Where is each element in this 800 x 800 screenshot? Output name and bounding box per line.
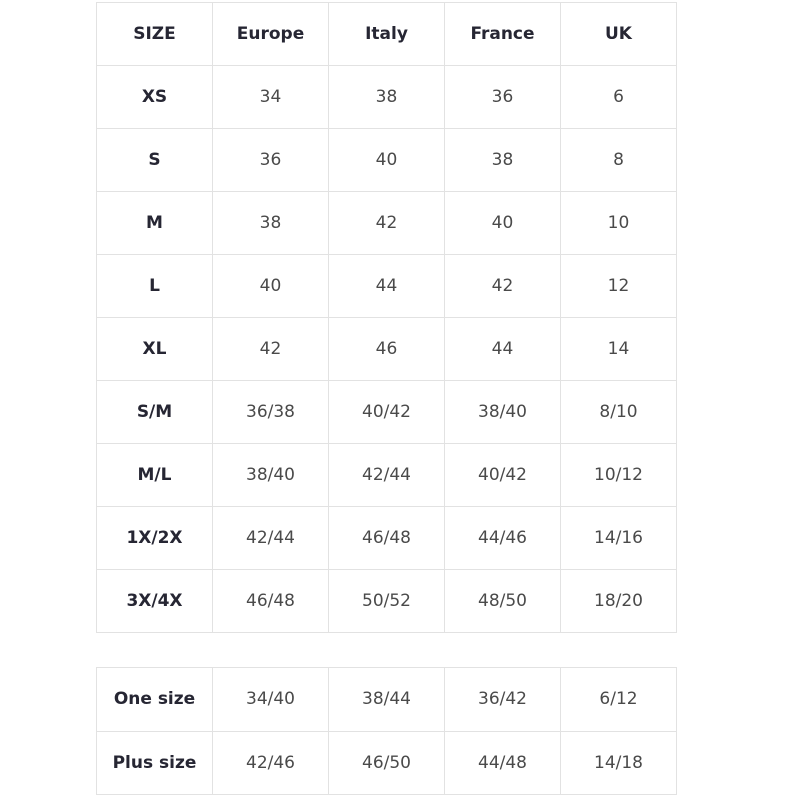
size-value-cell: 38	[328, 65, 445, 129]
table-row: M 38 42 40 10	[96, 191, 677, 255]
size-value-cell: 40/42	[444, 443, 561, 507]
size-label-cell: L	[96, 254, 213, 318]
size-value-cell: 40	[328, 128, 445, 192]
table-row: 3X/4X 46/48 50/52 48/50 18/20	[96, 569, 677, 633]
size-value-cell: 48/50	[444, 569, 561, 633]
size-value-cell: 8/10	[560, 380, 677, 444]
size-value-cell: 34/40	[212, 667, 329, 732]
header-cell: SIZE	[96, 2, 213, 66]
size-value-cell: 46/48	[328, 506, 445, 570]
size-value-cell: 14/18	[560, 730, 677, 795]
size-value-cell: 38	[212, 191, 329, 255]
size-label-cell: M/L	[96, 443, 213, 507]
size-label-cell: 1X/2X	[96, 506, 213, 570]
size-label-cell: S/M	[96, 380, 213, 444]
size-value-cell: 42/46	[212, 730, 329, 795]
size-value-cell: 46/50	[328, 730, 445, 795]
table-row: M/L 38/40 42/44 40/42 10/12	[96, 443, 677, 507]
size-value-cell: 14	[560, 317, 677, 381]
header-cell: UK	[560, 2, 677, 66]
header-cell: France	[444, 2, 561, 66]
size-value-cell: 38/40	[212, 443, 329, 507]
size-label-cell: M	[96, 191, 213, 255]
size-value-cell: 46/48	[212, 569, 329, 633]
size-value-cell: 44/48	[444, 730, 561, 795]
size-value-cell: 38/44	[328, 667, 445, 732]
table-row: One size 34/40 38/44 36/42 6/12	[96, 667, 677, 732]
size-value-cell: 38/40	[444, 380, 561, 444]
size-chart-table: SIZE Europe Italy France UK XS 34 38 36 6 S 36 40 38 8…	[96, 2, 677, 633]
table-row: L 40 44 42 12	[96, 254, 677, 318]
size-value-cell: 44	[328, 254, 445, 318]
size-value-cell: 18/20	[560, 569, 677, 633]
size-value-cell: 40/42	[328, 380, 445, 444]
size-value-cell: 42	[444, 254, 561, 318]
size-value-cell: 44/46	[444, 506, 561, 570]
size-value-cell: 36	[212, 128, 329, 192]
size-value-cell: 38	[444, 128, 561, 192]
size-value-cell: 42/44	[212, 506, 329, 570]
size-label-cell: XS	[96, 65, 213, 129]
size-value-cell: 6	[560, 65, 677, 129]
size-label-cell: Plus size	[96, 730, 213, 795]
size-value-cell: 10	[560, 191, 677, 255]
size-value-cell: 42/44	[328, 443, 445, 507]
size-value-cell: 6/12	[560, 667, 677, 732]
size-label-cell: 3X/4X	[96, 569, 213, 633]
size-value-cell: 44	[444, 317, 561, 381]
table-row: Plus size 42/46 46/50 44/48 14/18	[96, 730, 677, 795]
header-row: SIZE Europe Italy France UK	[96, 2, 677, 66]
size-value-cell: 36/42	[444, 667, 561, 732]
header-cell: Italy	[328, 2, 445, 66]
size-label-cell: S	[96, 128, 213, 192]
size-value-cell: 36	[444, 65, 561, 129]
size-label-cell: One size	[96, 667, 213, 732]
table-row: S/M 36/38 40/42 38/40 8/10	[96, 380, 677, 444]
size-value-cell: 40	[212, 254, 329, 318]
size-value-cell: 46	[328, 317, 445, 381]
size-value-cell: 36/38	[212, 380, 329, 444]
special-size-table: One size 34/40 38/44 36/42 6/12 Plus size 42/4…	[96, 667, 677, 795]
size-value-cell: 50/52	[328, 569, 445, 633]
size-label-cell: XL	[96, 317, 213, 381]
header-cell: Europe	[212, 2, 329, 66]
size-value-cell: 42	[328, 191, 445, 255]
size-value-cell: 14/16	[560, 506, 677, 570]
table-row: XL 42 46 44 14	[96, 317, 677, 381]
size-value-cell: 10/12	[560, 443, 677, 507]
size-value-cell: 34	[212, 65, 329, 129]
size-value-cell: 12	[560, 254, 677, 318]
size-value-cell: 40	[444, 191, 561, 255]
table-row: XS 34 38 36 6	[96, 65, 677, 129]
table-row: S 36 40 38 8	[96, 128, 677, 192]
table-row: 1X/2X 42/44 46/48 44/46 14/16	[96, 506, 677, 570]
size-value-cell: 42	[212, 317, 329, 381]
size-value-cell: 8	[560, 128, 677, 192]
